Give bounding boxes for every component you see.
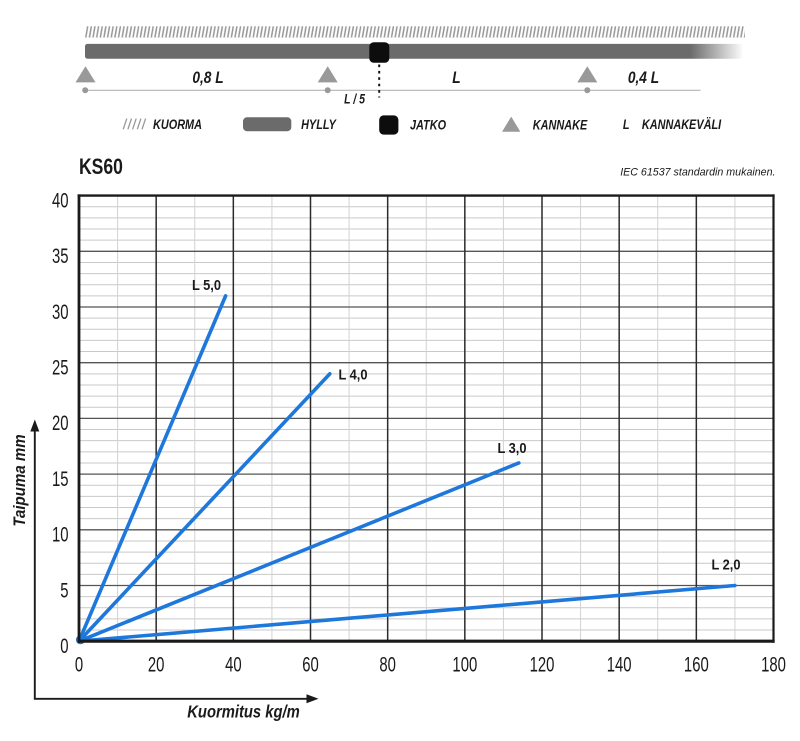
svg-text:60: 60	[302, 653, 319, 676]
svg-text:0,8 L: 0,8 L	[192, 69, 223, 88]
svg-text:IEC 61537 standardin mukainen.: IEC 61537 standardin mukainen.	[620, 166, 775, 178]
svg-text:HYLLY: HYLLY	[301, 117, 337, 133]
svg-text:Kuormitus kg/m: Kuormitus kg/m	[187, 702, 299, 721]
svg-text:0: 0	[60, 635, 68, 658]
svg-text:0,4 L: 0,4 L	[628, 69, 659, 88]
svg-text:120: 120	[530, 653, 555, 676]
svg-text:L 5,0: L 5,0	[192, 277, 221, 293]
svg-text:20: 20	[148, 653, 165, 676]
svg-text:L / 5: L / 5	[344, 91, 365, 107]
svg-text:20: 20	[52, 412, 69, 435]
svg-text:KS60: KS60	[79, 155, 123, 180]
svg-text:80: 80	[379, 653, 396, 676]
svg-text:140: 140	[607, 653, 632, 676]
svg-text:160: 160	[684, 653, 709, 676]
svg-text:L 2,0: L 2,0	[711, 557, 740, 573]
svg-text:30: 30	[52, 300, 69, 323]
svg-text:KANNAKE: KANNAKE	[533, 117, 588, 133]
svg-text:180: 180	[761, 653, 786, 676]
svg-text:L: L	[623, 117, 630, 133]
svg-text:25: 25	[52, 356, 69, 379]
svg-text:KANNAKEVÄLI: KANNAKEVÄLI	[642, 116, 722, 133]
svg-text:10: 10	[52, 523, 69, 546]
svg-text:40: 40	[52, 189, 69, 212]
svg-text:Taipuma mm: Taipuma mm	[12, 434, 30, 526]
svg-text:0: 0	[75, 653, 83, 676]
svg-text:15: 15	[52, 467, 69, 490]
svg-text:L 3,0: L 3,0	[497, 440, 526, 456]
svg-text:100: 100	[452, 653, 477, 676]
svg-text:L 4,0: L 4,0	[338, 367, 367, 383]
svg-text:5: 5	[60, 579, 68, 602]
svg-text:JATKO: JATKO	[410, 117, 446, 133]
svg-text:35: 35	[52, 245, 69, 268]
svg-text:L: L	[452, 69, 460, 88]
svg-text:40: 40	[225, 653, 242, 676]
svg-text:KUORMA: KUORMA	[153, 117, 202, 133]
